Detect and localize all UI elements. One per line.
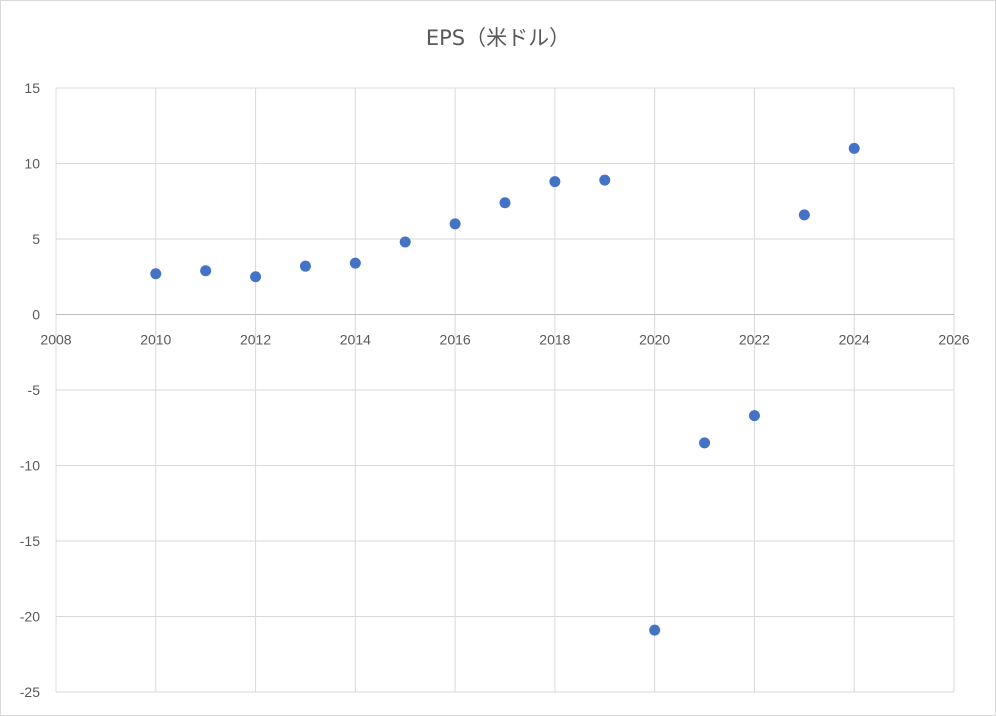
data-point [150,268,162,280]
data-point [499,197,511,209]
y-tick-label: 10 [24,156,40,172]
x-tick-label: 2018 [539,332,570,348]
data-point [699,437,711,449]
data-point [399,236,411,248]
gridlines [55,87,955,693]
x-tick-label: 2020 [639,332,670,348]
y-tick-label: -15 [20,533,40,549]
x-tick-label: 2024 [839,332,870,348]
y-tick-label: -20 [20,609,40,625]
data-points [150,142,860,636]
data-point [449,218,461,230]
data-point [599,174,611,186]
data-point [549,176,561,188]
y-tick-label: -25 [20,684,40,700]
y-tick-label: 0 [32,307,40,323]
data-point [349,257,361,269]
y-tick-label: -10 [20,458,40,474]
y-tick-label: 15 [24,80,40,96]
y-tick-labels: 15 10 5 0 -5 -10 -15 -20 -25 [20,80,40,700]
data-point [848,142,860,154]
data-point [250,271,262,283]
data-point [299,260,311,272]
y-tick-label: -5 [28,382,41,398]
x-tick-label: 2022 [739,332,770,348]
data-point [798,209,810,221]
x-tick-label: 2026 [938,332,969,348]
x-tick-labels: 2008 2010 2012 2014 2016 2018 2020 2022 2024 2026 [40,332,969,348]
data-point [649,624,661,636]
data-point [748,410,760,422]
x-tick-label: 2014 [340,332,371,348]
x-tick-label: 2008 [40,332,71,348]
x-tick-label: 2012 [240,332,271,348]
x-tick-label: 2016 [440,332,471,348]
y-tick-label: 5 [32,231,40,247]
x-tick-label: 2010 [140,332,171,348]
chart-title: EPS（米ドル） [425,26,571,50]
data-point [200,265,212,277]
